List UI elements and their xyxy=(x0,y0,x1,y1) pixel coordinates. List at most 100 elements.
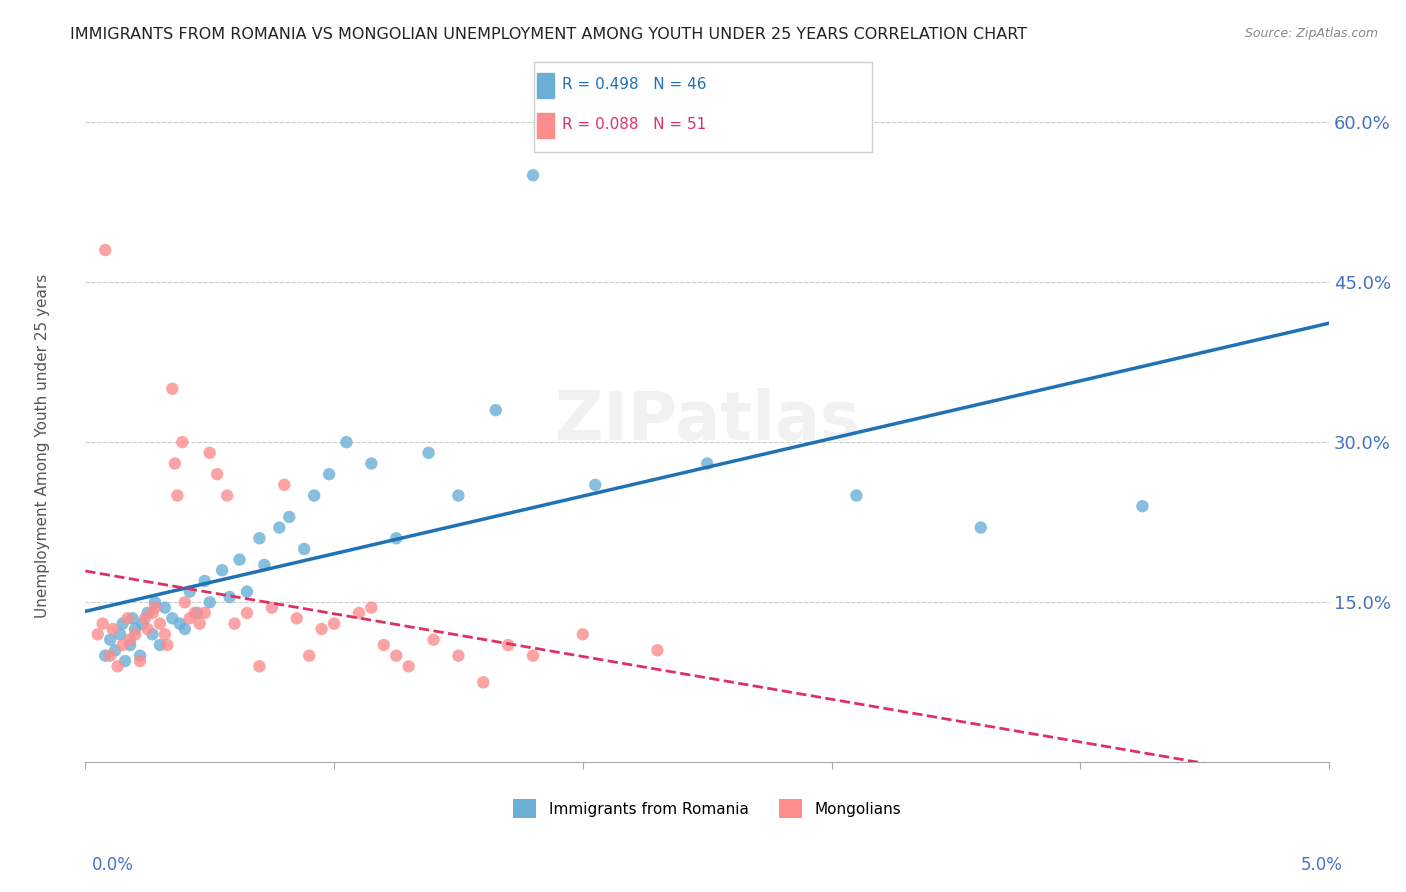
Point xyxy=(194,606,217,620)
Point xyxy=(104,643,127,657)
Point xyxy=(188,616,211,631)
Text: 5.0%: 5.0% xyxy=(1301,856,1343,874)
Point xyxy=(696,457,718,471)
Text: 0.0%: 0.0% xyxy=(91,856,134,874)
Point xyxy=(249,659,271,673)
Point xyxy=(153,600,176,615)
Text: R = 0.088   N = 51: R = 0.088 N = 51 xyxy=(562,118,707,132)
Point xyxy=(302,489,325,503)
Point xyxy=(156,638,179,652)
Point xyxy=(260,600,283,615)
Point xyxy=(94,648,117,663)
Point xyxy=(970,520,993,534)
Point xyxy=(269,520,291,534)
Point xyxy=(129,648,152,663)
Text: Unemployment Among Youth under 25 years: Unemployment Among Youth under 25 years xyxy=(35,274,49,618)
Point xyxy=(253,558,276,572)
Point xyxy=(385,648,408,663)
Point xyxy=(111,616,134,631)
Point xyxy=(323,616,346,631)
Point xyxy=(236,584,259,599)
Point xyxy=(179,611,201,625)
Point xyxy=(228,552,250,566)
Point xyxy=(141,606,163,620)
Point xyxy=(335,435,357,450)
Point xyxy=(318,467,340,482)
Point xyxy=(522,648,544,663)
Text: Source: ZipAtlas.com: Source: ZipAtlas.com xyxy=(1244,27,1378,40)
Point xyxy=(141,627,163,641)
Point xyxy=(647,643,669,657)
Point xyxy=(94,243,117,257)
Point xyxy=(108,627,131,641)
Point xyxy=(120,632,142,647)
Point xyxy=(571,627,593,641)
Point xyxy=(447,648,470,663)
Point xyxy=(360,600,382,615)
Point xyxy=(173,595,195,609)
Point xyxy=(136,606,159,620)
Point xyxy=(249,531,271,545)
Point xyxy=(447,489,470,503)
Point xyxy=(278,509,301,524)
Point xyxy=(198,595,221,609)
Point xyxy=(169,616,191,631)
Point xyxy=(496,638,519,652)
Point xyxy=(111,638,134,652)
Point xyxy=(134,611,156,625)
Point xyxy=(218,590,240,604)
Point xyxy=(149,616,172,631)
Point xyxy=(285,611,308,625)
Text: IMMIGRANTS FROM ROMANIA VS MONGOLIAN UNEMPLOYMENT AMONG YOUTH UNDER 25 YEARS COR: IMMIGRANTS FROM ROMANIA VS MONGOLIAN UNE… xyxy=(70,27,1028,42)
Point xyxy=(173,622,195,636)
Point xyxy=(398,659,420,673)
Point xyxy=(422,632,444,647)
Point xyxy=(311,622,333,636)
Point xyxy=(198,446,221,460)
Point xyxy=(845,489,868,503)
Text: R = 0.498   N = 46: R = 0.498 N = 46 xyxy=(562,78,707,92)
Point xyxy=(87,627,110,641)
Point xyxy=(385,531,408,545)
Point xyxy=(162,382,184,396)
Point xyxy=(121,611,143,625)
Point xyxy=(124,622,146,636)
Point xyxy=(217,489,239,503)
Point xyxy=(162,611,184,625)
Point xyxy=(273,478,295,492)
Point xyxy=(163,457,186,471)
Point xyxy=(129,654,152,668)
Point xyxy=(101,622,124,636)
Point xyxy=(172,435,194,450)
Point xyxy=(186,606,208,620)
Point xyxy=(211,563,233,577)
Point xyxy=(292,541,315,556)
Point xyxy=(131,616,153,631)
Point xyxy=(149,638,172,652)
Point xyxy=(236,606,259,620)
Point xyxy=(583,478,606,492)
Legend: Immigrants from Romania, Mongolians: Immigrants from Romania, Mongolians xyxy=(508,793,907,824)
Point xyxy=(360,457,382,471)
Point xyxy=(298,648,321,663)
Point xyxy=(91,616,114,631)
Point xyxy=(107,659,129,673)
Point xyxy=(485,403,508,417)
Point xyxy=(166,489,188,503)
Point xyxy=(143,595,166,609)
Point xyxy=(522,168,544,182)
Point xyxy=(143,600,166,615)
Point xyxy=(418,446,440,460)
Point xyxy=(1132,500,1154,514)
Point xyxy=(136,622,159,636)
Point xyxy=(205,467,228,482)
Point xyxy=(153,627,176,641)
Point xyxy=(472,675,495,690)
Point xyxy=(184,606,207,620)
Text: ZIPatlas: ZIPatlas xyxy=(555,388,859,454)
Point xyxy=(98,648,121,663)
Point xyxy=(373,638,395,652)
Point xyxy=(179,584,201,599)
Point xyxy=(120,638,142,652)
Point xyxy=(194,574,217,588)
